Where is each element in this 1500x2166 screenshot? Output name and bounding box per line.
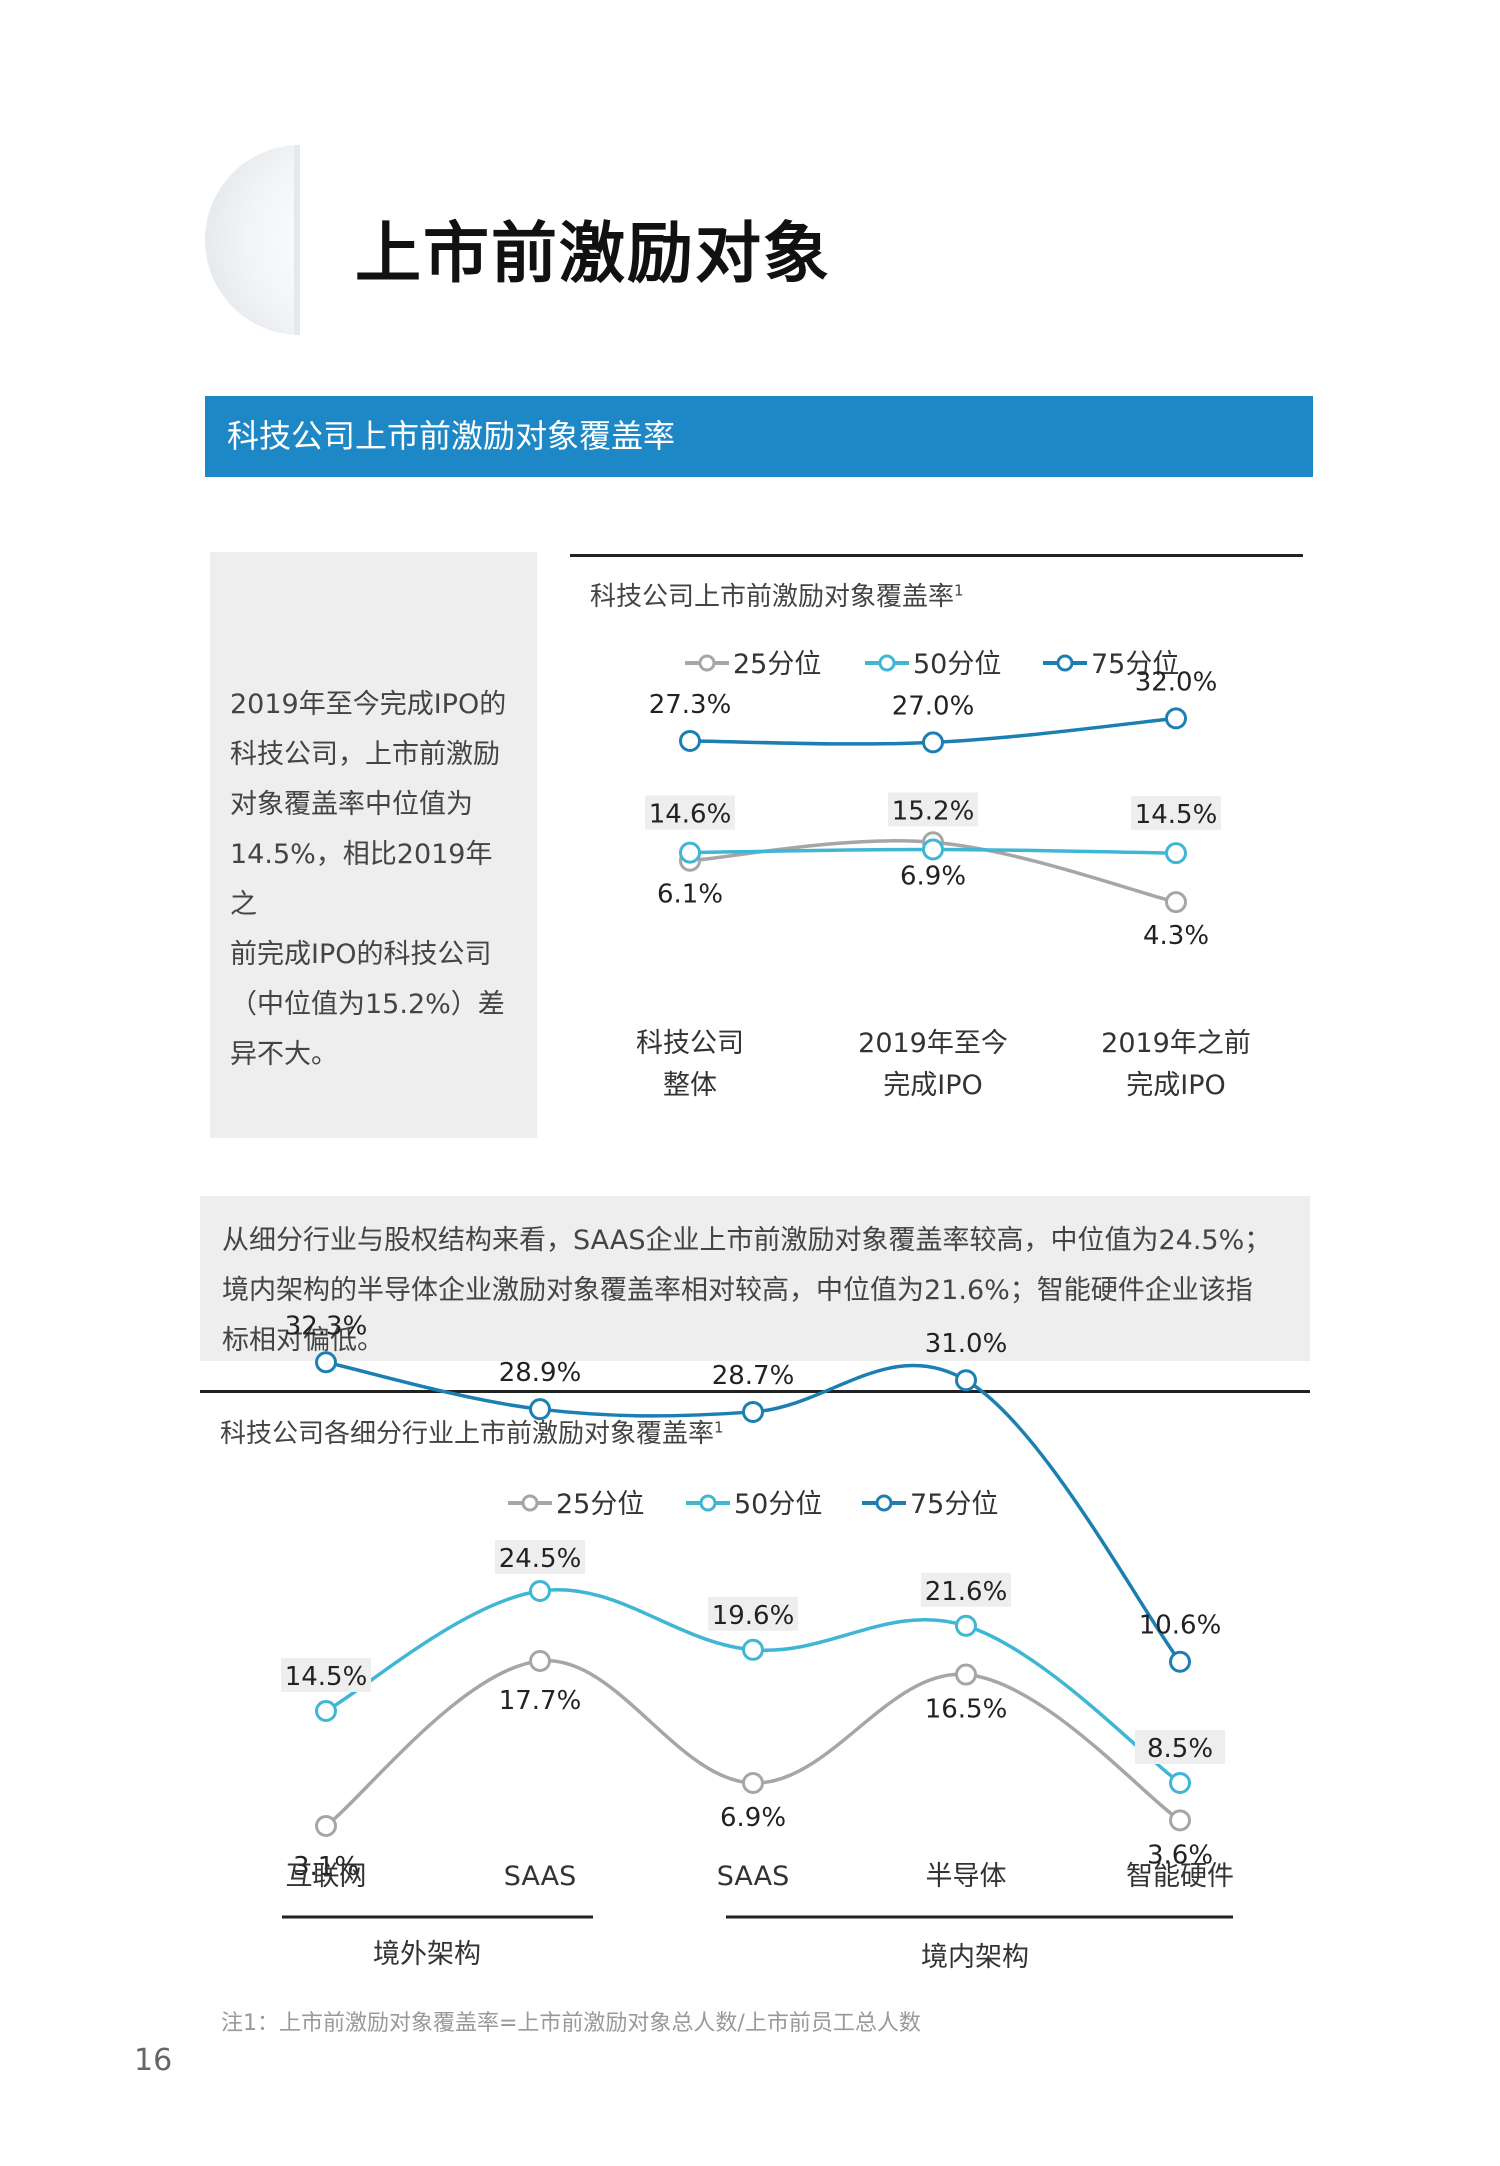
chart1-data-label: 27.0% [892, 691, 975, 721]
chart1-data-point [679, 729, 701, 752]
sidebar-summary: 2019年至今完成IPO的 科技公司，上市前激励 对象覆盖率中位值为 14.5%… [210, 552, 537, 1138]
chart1-data-label: 6.1% [657, 880, 723, 910]
chart1-data-point [922, 838, 944, 861]
chart1-data-label: 14.6% [649, 800, 732, 830]
chart1-data-label-bg [645, 795, 735, 830]
chart1-category-label: 整体 [663, 1070, 717, 1101]
analysis-paragraph: 从细分行业与股权结构来看，SAAS企业上市前激励对象覆盖率较高，中位值为24.5… [200, 1196, 1310, 1361]
chart1-title-footnote: 1 [954, 581, 964, 600]
chart1-category-label: 2019年之前 [1101, 1028, 1251, 1059]
paragraph-line: 境内架构的半导体企业激励对象覆盖率相对较高，中位值为21.6%；智能硬件企业该指 [222, 1275, 1253, 1306]
paragraph-line: 标相对偏低。 [222, 1325, 384, 1356]
chart1-data-label: 6.9% [900, 861, 966, 891]
chart1-data-label: 14.5% [1135, 800, 1218, 830]
chart2-top-rule [200, 1390, 1310, 1393]
chart1-title: 科技公司上市前激励对象覆盖率1 [590, 576, 964, 613]
sidebar-line: 2019年至今完成IPO的 [230, 689, 507, 720]
chart1-legend-label: 75分位 [1091, 649, 1179, 680]
chart1-category-label: 科技公司 [636, 1028, 744, 1059]
chart1-data-point [1165, 842, 1187, 865]
chart1-legend-label: 25分位 [733, 649, 821, 680]
page-number: 16 [134, 2043, 173, 2078]
sidebar-line: 科技公司，上市前激励 [230, 739, 500, 770]
chart1-title-text: 科技公司上市前激励对象覆盖率 [590, 582, 955, 612]
chart1-legend-marker [1056, 654, 1074, 672]
decorative-half-circle [205, 145, 300, 335]
chart1-data-point [1165, 891, 1187, 914]
chart1-data-label-bg [1131, 796, 1221, 831]
chart1-legend-marker [878, 654, 896, 672]
sidebar-line: 异不大。 [230, 1039, 338, 1070]
chart1-top-rule [570, 554, 1303, 557]
chart1-data-label-bg [888, 792, 978, 827]
paragraph-line: 从细分行业与股权结构来看，SAAS企业上市前激励对象覆盖率较高，中位值为24.5… [222, 1225, 1272, 1256]
chart1-data-point [679, 841, 701, 864]
chart2-title-footnote: 1 [714, 1418, 724, 1437]
chart1-data-point [1165, 707, 1187, 730]
sidebar-line: 14.5%，相比2019年之 [230, 839, 493, 920]
chart1-category-label: 完成IPO [883, 1070, 983, 1101]
chart1-data-label: 27.3% [649, 690, 732, 720]
footnote: 注1：上市前激励对象覆盖率=上市前激励对象总人数/上市前员工总人数 [221, 2011, 921, 2036]
sidebar-line: （中位值为15.2%）差 [230, 989, 505, 1020]
chart1-data-label: 32.0% [1135, 667, 1218, 697]
page-title: 上市前激励对象 [355, 215, 831, 292]
section-banner: 科技公司上市前激励对象覆盖率 [205, 396, 1313, 477]
chart1-legend-label: 50分位 [913, 649, 1001, 680]
chart1-category-label: 2019年至今 [858, 1028, 1008, 1059]
chart1-data-label: 4.3% [1143, 921, 1209, 951]
chart1-data-point [922, 731, 944, 754]
sidebar-line: 前完成IPO的科技公司 [230, 939, 492, 970]
sidebar-line: 对象覆盖率中位值为 [230, 789, 473, 820]
chart1-category-label: 完成IPO [1126, 1070, 1226, 1101]
chart1-legend-marker [698, 654, 716, 672]
chart2-title: 科技公司各细分行业上市前激励对象覆盖率1 [220, 1413, 724, 1450]
chart1-data-label: 15.2% [892, 796, 975, 826]
chart2-title-text: 科技公司各细分行业上市前激励对象覆盖率 [220, 1419, 715, 1449]
